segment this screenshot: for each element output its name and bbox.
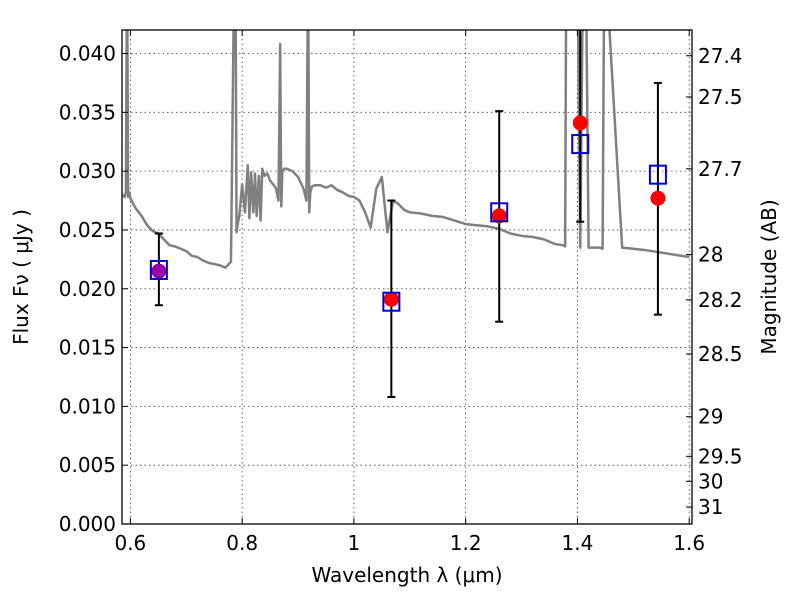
x-tick-label: 1.2	[450, 531, 482, 555]
y-tick-label: 0.040	[59, 42, 116, 66]
observed-point	[491, 208, 507, 224]
model-point-box	[490, 202, 509, 223]
grid	[122, 30, 692, 525]
x-tick-label: 1	[348, 531, 361, 555]
y-axis-label: Flux Fν ( μJy )	[9, 209, 33, 345]
y-tick-label: 0.020	[59, 277, 116, 301]
right-tick-label: 28.2	[698, 288, 743, 312]
right-tick-label: 27.5	[698, 85, 743, 109]
y-tick-label: 0.005	[59, 453, 116, 477]
x-axis-label: Wavelength λ (μm)	[311, 563, 502, 587]
y-tick-label: 0.010	[59, 394, 116, 418]
x-tick-label: 1.4	[562, 531, 594, 555]
right-tick-label: 29	[698, 405, 723, 429]
y-tick-label: 0.000	[59, 512, 116, 536]
right-tick-label: 30	[698, 469, 723, 493]
right-tick-label: 31	[698, 495, 723, 519]
x-tick-label: 1.6	[673, 531, 705, 555]
right-axis-label: Magnitude (AB)	[757, 199, 781, 354]
observed-point	[572, 115, 588, 131]
observed-point	[383, 291, 399, 307]
right-tick-label: 28.5	[698, 342, 743, 366]
right-tick-label: 27.4	[698, 44, 743, 68]
observed-point	[650, 190, 666, 206]
y-tick-label: 0.030	[59, 159, 116, 183]
right-tick-label: 28	[698, 243, 723, 267]
y-tick-label: 0.015	[59, 336, 116, 360]
axes: 0.6 0.8 1 1.2 1.4 1.6 0.000 0.005 0.010 0.015 0.02…	[59, 29, 743, 555]
model-point-box	[382, 291, 401, 312]
model-point-box	[149, 259, 168, 280]
y-tick-label: 0.025	[59, 218, 116, 242]
right-tick-label: 29.5	[698, 444, 743, 468]
observed-point	[151, 263, 167, 279]
y-tick-label: 0.035	[59, 100, 116, 124]
model-spectrum-line	[122, 30, 690, 269]
x-tick-label: 0.6	[114, 531, 146, 555]
right-tick-label: 27.7	[698, 157, 743, 181]
model-point-box	[648, 164, 667, 185]
plot-frame	[121, 29, 693, 525]
data-layer	[122, 30, 690, 398]
x-tick-label: 0.8	[226, 531, 258, 555]
model-point-box	[571, 134, 590, 155]
